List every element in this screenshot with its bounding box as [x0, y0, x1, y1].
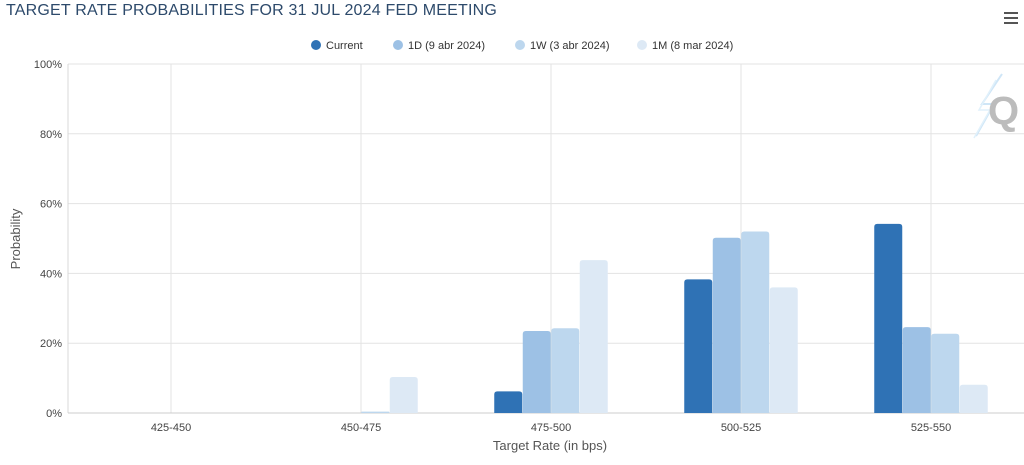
x-tick-label: 450-475: [341, 422, 381, 434]
x-tick-label: 500-525: [721, 422, 761, 434]
legend-item[interactable]: 1M (8 mar 2024): [637, 40, 733, 52]
x-tick-label: 525-550: [911, 422, 951, 434]
y-tick-label: 40%: [40, 268, 62, 280]
legend: Current 1D (9 abr 2024) 1W (3 abr 2024) 1M …: [311, 40, 733, 52]
legend-marker: [637, 40, 647, 50]
legend-item[interactable]: Current: [311, 40, 363, 52]
quikstrike-q-logo-icon: Q: [973, 73, 1019, 139]
legend-item[interactable]: 1D (9 abr 2024): [393, 40, 485, 52]
bar[interactable]: [494, 391, 523, 413]
x-axis-ticks: 425-450 450-475 475-500 500-525 525-550: [151, 422, 951, 434]
svg-text:Q: Q: [988, 89, 1019, 133]
y-tick-label: 60%: [40, 199, 62, 211]
page-title: TARGET RATE PROBABILITIES FOR 31 JUL 202…: [6, 2, 498, 19]
bar[interactable]: [931, 333, 960, 413]
legend-label: 1M (8 mar 2024): [652, 40, 733, 52]
hamburger-menu-icon[interactable]: [1004, 12, 1018, 27]
legend-label: Current: [326, 40, 363, 52]
x-tick-label: 425-450: [151, 422, 191, 434]
y-tick-label: 20%: [40, 338, 62, 350]
bar[interactable]: [741, 231, 770, 413]
y-tick-label: 0%: [46, 408, 62, 420]
legend-label: 1D (9 abr 2024): [408, 40, 485, 52]
grid-lines: [67, 63, 1024, 414]
y-tick-label: 80%: [40, 129, 62, 141]
bar[interactable]: [522, 330, 551, 413]
bar[interactable]: [769, 287, 798, 413]
bar[interactable]: [551, 328, 580, 413]
legend-marker: [393, 40, 403, 50]
bar[interactable]: [902, 327, 931, 413]
bar[interactable]: [874, 223, 903, 413]
x-axis-title: Target Rate (in bps): [493, 438, 607, 453]
bar[interactable]: [361, 411, 390, 413]
bar[interactable]: [579, 260, 608, 413]
bars: [361, 223, 988, 413]
bar[interactable]: [959, 384, 988, 413]
legend-marker: [515, 40, 525, 50]
y-axis-ticks: 0% 20% 40% 60% 80% 100%: [34, 59, 62, 420]
bar[interactable]: [389, 377, 418, 413]
x-tick-label: 475-500: [531, 422, 571, 434]
legend-label: 1W (3 abr 2024): [530, 40, 609, 52]
y-tick-label: 100%: [34, 59, 62, 71]
y-axis-title: Probability: [8, 208, 23, 269]
legend-marker: [311, 40, 321, 50]
legend-item[interactable]: 1W (3 abr 2024): [515, 40, 609, 52]
bar[interactable]: [684, 279, 713, 413]
bar[interactable]: [712, 237, 741, 413]
